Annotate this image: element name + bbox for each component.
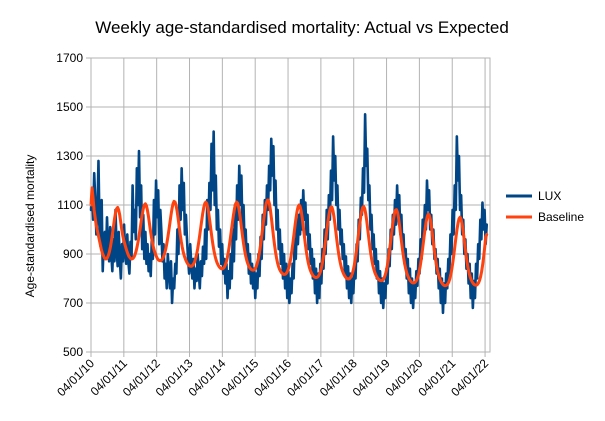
series-line-baseline [89,186,489,288]
y-axis-label: Age-standardised mortality [23,155,37,298]
x-tick-label: 04/01/22 [448,356,491,399]
legend-label-baseline: Baseline [538,210,584,224]
y-tick-label: 900 [63,247,83,261]
chart-title: Weekly age-standardised mortality: Actua… [95,18,509,37]
y-tick-label: 500 [63,345,83,359]
y-tick-label: 700 [63,296,83,310]
legend: LUX Baseline [506,189,584,224]
y-tick-label: 1100 [57,198,83,212]
series-line-lux [89,113,489,315]
y-tick-label: 1500 [56,100,83,114]
legend-label-lux: LUX [538,189,561,203]
y-tick-label: 1300 [56,149,83,163]
y-tick-label: 1700 [56,51,83,65]
series-lines [89,113,489,315]
